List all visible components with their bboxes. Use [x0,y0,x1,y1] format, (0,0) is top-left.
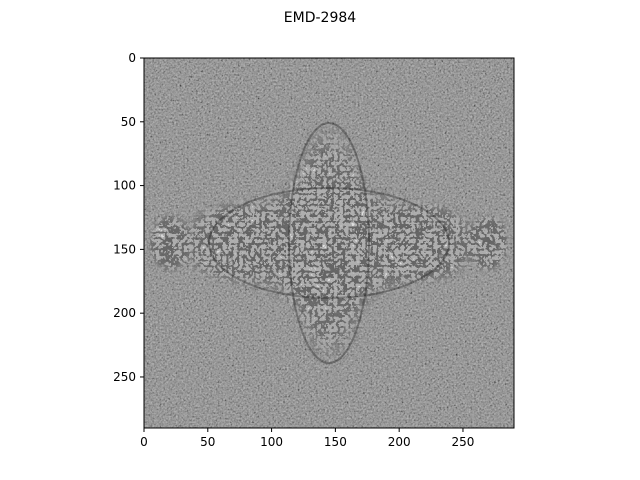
x-tick-label: 200 [388,435,411,449]
y-tick-label: 200 [113,306,136,320]
y-tick-label: 0 [128,51,136,65]
plot-frame [143,57,515,429]
x-tick-label: 50 [200,435,215,449]
x-tick-label: 150 [324,435,347,449]
y-axis: 0 50 100 150 200 250 [113,51,144,384]
y-tick-label: 150 [113,242,136,256]
x-tick-label: 100 [260,435,283,449]
x-axis: 0 50 100 150 200 250 [140,428,474,449]
y-tick-label: 250 [113,370,136,384]
y-tick-label: 50 [121,115,136,129]
chart-title: EMD-2984 [284,10,356,26]
x-tick-label: 250 [452,435,475,449]
heatmap-image [144,58,514,428]
x-tick-label: 0 [140,435,148,449]
y-tick-label: 100 [113,179,136,193]
